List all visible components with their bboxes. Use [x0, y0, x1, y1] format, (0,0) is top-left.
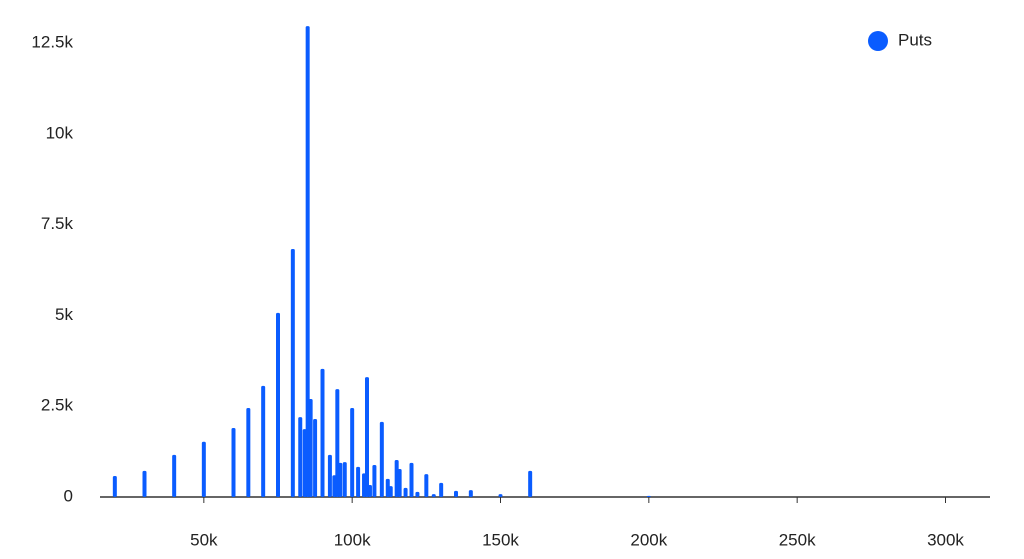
- x-tick-label: 250k: [779, 530, 816, 549]
- bar: [142, 470, 147, 497]
- y-tick-label: 5k: [55, 305, 73, 324]
- bar: [246, 408, 251, 497]
- bar: [172, 454, 177, 497]
- y-tick-label: 2.5k: [41, 396, 74, 415]
- bar: [342, 462, 347, 497]
- bar: [365, 377, 369, 497]
- bar: [498, 494, 503, 497]
- bar: [276, 312, 280, 497]
- bar: [231, 428, 236, 497]
- bar: [372, 465, 377, 497]
- bar: [298, 417, 303, 497]
- legend-label: Puts: [898, 30, 932, 49]
- bar: [201, 441, 206, 497]
- bar: [367, 485, 372, 497]
- x-tick-label: 100k: [334, 530, 371, 549]
- bar: [397, 469, 402, 497]
- bar: [454, 490, 458, 497]
- y-tick-label: 12.5k: [31, 33, 73, 52]
- bar: [320, 368, 325, 497]
- bar: [327, 454, 332, 497]
- bar: [313, 418, 318, 497]
- bar: [388, 486, 393, 497]
- bar: [261, 385, 266, 497]
- x-tick-label: 150k: [482, 530, 519, 549]
- bar: [431, 494, 436, 497]
- bar: [305, 26, 310, 497]
- bar: [528, 470, 533, 497]
- y-tick-label: 0: [64, 486, 73, 505]
- x-tick-label: 200k: [630, 530, 667, 549]
- legend-marker: [868, 31, 888, 51]
- bar: [415, 491, 420, 497]
- bar: [379, 421, 384, 497]
- x-tick-label: 50k: [190, 530, 218, 549]
- x-tick-label: 300k: [927, 530, 964, 549]
- bar: [308, 398, 313, 497]
- y-tick-label: 7.5k: [41, 214, 74, 233]
- bar: [468, 490, 473, 497]
- y-tick-label: 10k: [46, 123, 74, 142]
- bar: [403, 487, 408, 497]
- bar: [290, 249, 295, 497]
- bar: [646, 495, 651, 497]
- bar: [439, 482, 444, 497]
- bar: [112, 475, 117, 497]
- bar: [350, 408, 355, 497]
- bar: [338, 462, 343, 497]
- bar: [409, 462, 414, 497]
- bar: [356, 466, 361, 497]
- bar: [424, 474, 429, 497]
